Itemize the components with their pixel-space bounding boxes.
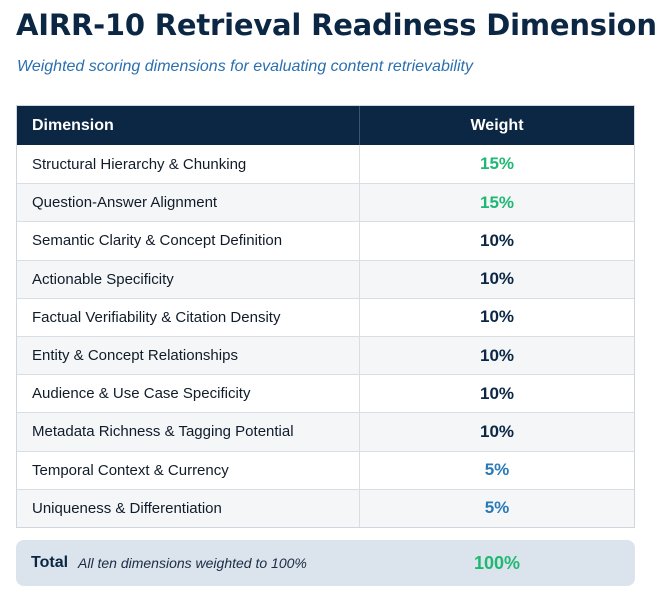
total-row: Total All ten dimensions weighted to 100… (16, 540, 635, 586)
table-row: Metadata Richness & Tagging Potential 10% (17, 412, 634, 451)
weight-cell: 10% (479, 345, 515, 365)
dimension-cell: Uniqueness & Differentiation (17, 489, 360, 527)
dimension-cell: Semantic Clarity & Concept Definition (17, 222, 360, 260)
weight-cell: 15% (479, 192, 515, 212)
dimension-cell: Factual Verifiability & Citation Density (17, 298, 360, 336)
table-row: Question-Answer Alignment 15% (17, 183, 634, 222)
header-dimension: Dimension (17, 106, 360, 145)
weight-cell: 10% (479, 421, 515, 441)
weight-cell: 5% (484, 460, 510, 480)
table-row: Structural Hierarchy & Chunking 15% (17, 145, 634, 184)
dimension-cell: Entity & Concept Relationships (17, 336, 360, 375)
weight-cell: 5% (484, 498, 510, 518)
table-row: Temporal Context & Currency 5% (17, 450, 634, 489)
total-label: Total (31, 554, 69, 571)
total-value: 100% (473, 552, 521, 573)
weight-cell: 10% (479, 383, 515, 403)
dimension-cell: Actionable Specificity (17, 260, 360, 298)
weight-cell: 15% (479, 154, 515, 174)
dimension-cell: Audience & Use Case Specificity (17, 375, 360, 413)
table-row: Uniqueness & Differentiation 5% (17, 488, 634, 527)
weight-cell: 10% (479, 269, 515, 289)
dimension-cell: Temporal Context & Currency (17, 451, 360, 489)
table-header: Dimension Weight (17, 106, 634, 145)
header-weight: Weight (470, 116, 524, 134)
page-title: AIRR-10 Retrieval Readiness Dimensions (16, 8, 655, 42)
table-row: Actionable Specificity 10% (17, 259, 634, 298)
table-row: Factual Verifiability & Citation Density… (17, 297, 634, 336)
weight-cell: 10% (479, 230, 515, 250)
dimensions-table: Dimension Weight Structural Hierarchy & … (16, 105, 635, 528)
table-body: Structural Hierarchy & Chunking 15% Questi… (17, 145, 634, 527)
table-row: Audience & Use Case Specificity 10% (17, 374, 634, 413)
weight-cell: 10% (479, 307, 515, 327)
dimension-cell: Structural Hierarchy & Chunking (17, 145, 360, 184)
dimension-cell: Metadata Richness & Tagging Potential (17, 413, 360, 451)
total-note: All ten dimensions weighted to 100% (78, 555, 307, 571)
table-row: Entity & Concept Relationships 10% (17, 335, 634, 375)
dimension-cell: Question-Answer Alignment (17, 184, 360, 222)
table-row: Semantic Clarity & Concept Definition 10% (17, 221, 634, 260)
page-subtitle: Weighted scoring dimensions for evaluati… (17, 58, 473, 75)
